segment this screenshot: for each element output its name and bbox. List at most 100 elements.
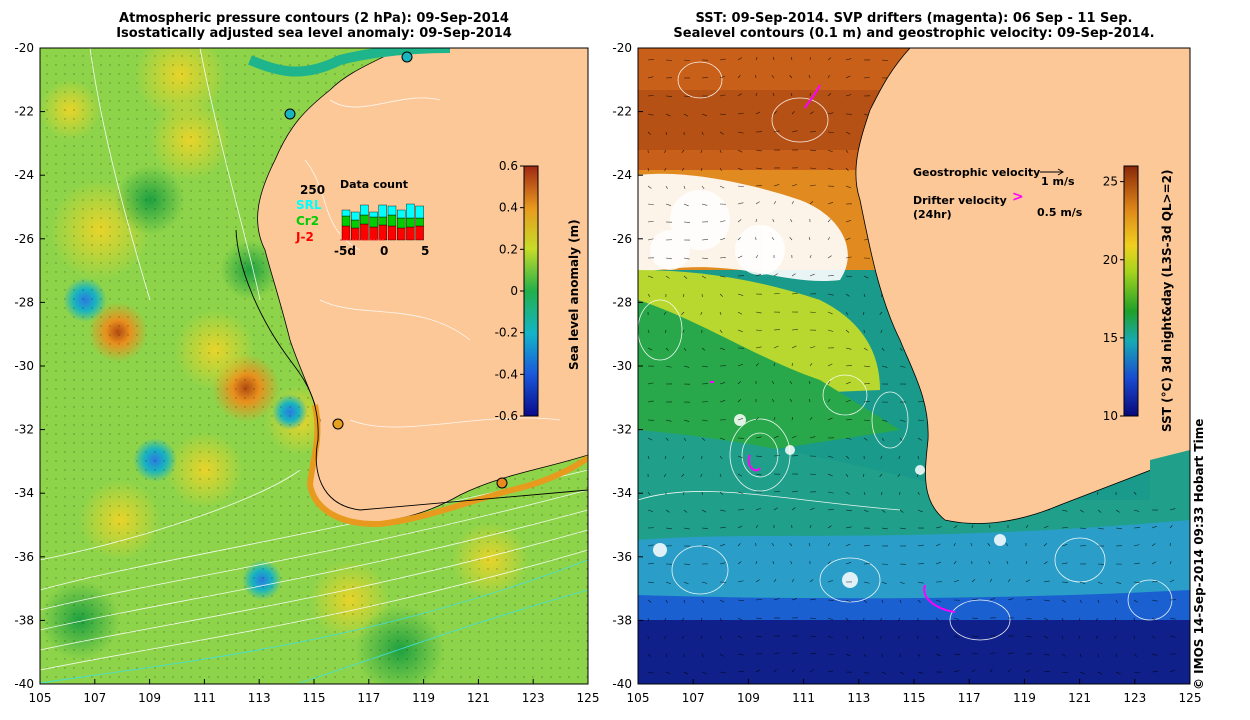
lat-tick-label-right: -34 [612, 486, 632, 500]
lon-tick-label-left: 125 [577, 691, 600, 705]
colorbar-tick-label: -0.6 [495, 409, 518, 423]
inset-bar-segment [369, 211, 378, 218]
drifter-legend-scale: 0.5 m/s [1037, 206, 1083, 219]
sea-level-map [40, 48, 588, 684]
lon-tick-label-right: 117 [958, 691, 981, 705]
inset-bar-segment [397, 209, 406, 219]
inset-legend-j2: J-2 [296, 230, 314, 244]
inset-bar-segment [360, 214, 369, 225]
inset-xtick: -5d [334, 244, 356, 258]
lon-tick-label-right: 115 [903, 691, 926, 705]
drifter-legend-label2: (24hr) [913, 208, 952, 221]
australia-landmass [257, 48, 588, 524]
lon-tick-label-right: 119 [1013, 691, 1036, 705]
sealevel-contours [638, 61, 1173, 641]
lat-tick-label-right: -38 [612, 613, 632, 627]
geostrophic-legend-label: Geostrophic velocity [913, 166, 1041, 179]
lon-tick-label-right: 109 [737, 691, 760, 705]
inset-bar-segment [351, 211, 360, 221]
lat-tick-label-right: -30 [612, 359, 632, 373]
lat-tick-label-left: -34 [14, 486, 34, 500]
inset-legend-cr2: Cr2 [296, 214, 320, 228]
inset-title: Data count [340, 178, 409, 191]
drifter-legend-label: Drifter velocity [913, 194, 1007, 207]
right-title: SST: 09-Sep-2014. SVP drifters (magenta)… [638, 11, 1190, 41]
lon-tick-label-left: 121 [467, 691, 490, 705]
lat-tick-label-left: -24 [14, 168, 34, 182]
right-title-line1: SST: 09-Sep-2014. SVP drifters (magenta)… [695, 11, 1133, 26]
inset-bar-segment [397, 227, 406, 241]
lon-tick-label-right: 111 [792, 691, 815, 705]
copyright-notice: © IMOS 14-Sep-2014 09:33 Hobart Time [1192, 418, 1206, 690]
australia-landmass-right [855, 48, 1190, 524]
inset-bar-segment [406, 203, 415, 219]
lat-tick-label-right: -26 [612, 232, 632, 246]
lat-tick-label-right: -36 [612, 550, 632, 564]
inset-xtick: 5 [421, 244, 430, 258]
colorbar-tick-label: 25 [1103, 175, 1118, 189]
lat-tick-label-left: -36 [14, 550, 34, 564]
inset-bar-segment [341, 225, 351, 241]
inset-bar-segment [415, 217, 424, 227]
coastal-sla-band [306, 404, 588, 528]
svp-drifters [710, 84, 956, 613]
inset-bar-segment [406, 226, 415, 241]
inset-bar-segment [387, 205, 397, 216]
inset-bar-segment [341, 215, 351, 227]
lon-tick-label-right: 125 [1179, 691, 1202, 705]
lat-tick-label-right: -28 [612, 295, 632, 309]
lon-tick-label-left: 123 [522, 691, 545, 705]
inset-bar-segment [378, 216, 387, 226]
colorbar-tick-label: 15 [1103, 331, 1118, 345]
sst-colorbar-label: SST (°C) 3d night&day (L3S-3d QL>=2) [1160, 169, 1174, 433]
colorbar-tick-label: 0.4 [499, 201, 518, 215]
left-title-line1: Atmospheric pressure contours (2 hPa): 0… [119, 11, 509, 26]
inset-bar-segment [406, 217, 415, 228]
lon-tick-label-right: 107 [682, 691, 705, 705]
tide-gauge [284, 108, 296, 120]
lat-tick-label-right: -22 [612, 105, 632, 119]
lon-tick-label-left: 113 [248, 691, 271, 705]
lon-tick-label-right: 105 [627, 691, 650, 705]
tide-gauge [496, 477, 508, 489]
colorbar-tick-label: 0.2 [499, 242, 518, 256]
lat-tick-label-left: -26 [14, 232, 34, 246]
lon-tick-label-left: 115 [303, 691, 326, 705]
lat-tick-label-left: -40 [14, 677, 34, 691]
lat-tick-label-left: -28 [14, 295, 34, 309]
drifter-legend-symbol: > [1012, 189, 1024, 205]
lat-tick-label-right: -32 [612, 423, 632, 437]
lon-tick-label-left: 111 [193, 691, 216, 705]
inset-bar-segment [351, 219, 360, 229]
lon-tick-label-right: 121 [1068, 691, 1091, 705]
lat-tick-label-right: -40 [612, 677, 632, 691]
inset-legend-srl: SRL [296, 198, 322, 212]
inset-bar-segment [387, 225, 397, 241]
lat-tick-label-right: -20 [612, 41, 632, 55]
lon-tick-label-right: 123 [1123, 691, 1146, 705]
lon-tick-label-left: 109 [138, 691, 161, 705]
inset-bar-segment [378, 224, 387, 241]
colorbar-tick-label: 20 [1103, 253, 1118, 267]
lon-tick-label-left: 119 [412, 691, 435, 705]
pressure-contours-cyan [40, 559, 588, 684]
lat-tick-label-right: -24 [612, 168, 632, 182]
lat-tick-label-left: -38 [14, 613, 34, 627]
inset-bar-segment [415, 205, 424, 219]
inset-bar-segment [415, 225, 424, 241]
inset-bar-segment [360, 204, 369, 216]
colorbar-tick-label: 0.6 [499, 159, 518, 173]
data-count-inset [340, 192, 425, 241]
geostrophic-legend-scale: 1 m/s [1041, 175, 1075, 188]
lon-tick-label-left: 117 [357, 691, 380, 705]
lat-tick-label-left: -20 [14, 41, 34, 55]
sst-colorbar [1123, 165, 1139, 417]
inset-bar-segment [360, 223, 369, 241]
inset-xtick: 0 [380, 244, 389, 258]
colorbar-tick-label: 10 [1103, 409, 1118, 423]
inset-bar-segment [378, 204, 387, 218]
tide-gauge [332, 418, 344, 430]
lat-tick-label-left: -32 [14, 423, 34, 437]
lon-tick-label-right: 113 [847, 691, 870, 705]
sla-colorbar-label: Sea level anomaly (m) [567, 219, 581, 370]
